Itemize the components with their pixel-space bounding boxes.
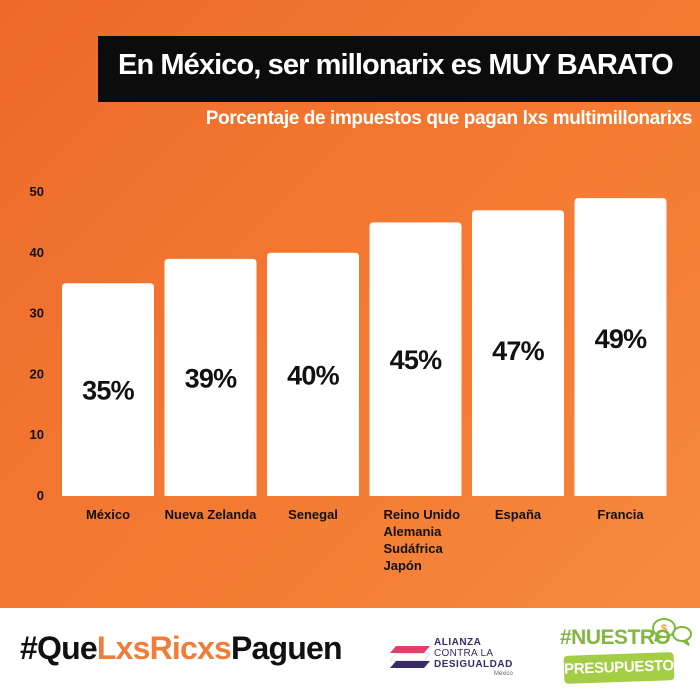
- y-tick-label-50: 50: [30, 184, 44, 199]
- nuestro-label: #NUESTRO: [560, 626, 671, 649]
- alianza-logo[interactable]: ALIANZA CONTRA LA DESIGUALDAD México: [390, 638, 530, 686]
- alianza-name-line3: DESIGUALDAD: [434, 659, 513, 670]
- x-category-label-2: Senegal: [288, 507, 338, 522]
- bar-value-label-0: 35%: [82, 376, 134, 406]
- title-banner: En México, ser millonarix es MUY BARATO: [98, 36, 700, 102]
- x-category-label-3-3: Japón: [384, 558, 422, 573]
- presupuesto-label: PRESUPUESTO: [563, 657, 675, 678]
- hashtag-part-paguen: Paguen: [230, 630, 343, 666]
- bar-value-label-5: 49%: [595, 324, 647, 354]
- y-tick-label-10: 10: [30, 427, 44, 442]
- bar-0: [62, 283, 154, 496]
- y-tick-label-20: 20: [30, 366, 44, 381]
- svg-text:$: $: [661, 623, 667, 635]
- bar-1: [164, 258, 257, 496]
- presupuesto-badge: PRESUPUESTO: [563, 652, 675, 684]
- alianza-stripes-icon: [390, 646, 430, 668]
- alianza-name-line2: CONTRA LA: [434, 648, 494, 659]
- bar-value-label-2: 40%: [287, 360, 339, 390]
- x-category-label-5: Francia: [597, 507, 644, 522]
- speech-bubbles-icon: $: [652, 618, 692, 646]
- chart-subtitle: Porcentaje de impuestos que pagan lxs mu…: [205, 108, 693, 129]
- hashtag-part-que: #Que: [20, 630, 98, 666]
- y-tick-label-0: 0: [37, 488, 44, 503]
- campaign-hashtag[interactable]: #QueLxsRicxsPaguen: [20, 630, 343, 667]
- alianza-name-line1: ALIANZA: [434, 637, 482, 648]
- bar-chart: 0 10 20 30 40 50 35% México 39% Nueva Zelanda 40% S…: [29, 184, 667, 573]
- y-tick-label-30: 30: [30, 306, 44, 321]
- x-category-label-3-0: Reino Unido: [384, 507, 461, 522]
- bar-2: [267, 252, 359, 496]
- x-category-label-0: México: [86, 507, 130, 522]
- x-category-label-3-1: Alemania: [384, 524, 443, 539]
- bar-value-label-1: 39%: [185, 363, 237, 393]
- x-category-label-4: España: [495, 507, 542, 522]
- alianza-name-line4: México: [493, 671, 513, 677]
- footer: #QueLxsRicxsPaguen ALIANZA CONTRA LA DES…: [0, 608, 700, 700]
- bar-5: [574, 198, 667, 496]
- nuestro-presupuesto-logo[interactable]: $ #NUESTRO PRESUPUESTO: [560, 618, 692, 694]
- bar-value-label-3: 45%: [390, 345, 442, 375]
- bar-value-label-4: 47%: [492, 336, 544, 366]
- x-category-label-1: Nueva Zelanda: [165, 507, 258, 522]
- hashtag-part-lxsricxs: LxsRicxs: [96, 630, 232, 666]
- bar-3: [369, 222, 462, 496]
- poster-area: En México, ser millonarix es MUY BARATO …: [0, 0, 700, 608]
- x-category-label-3-2: Sudáfrica: [384, 541, 444, 556]
- bar-4: [472, 210, 564, 497]
- y-tick-label-40: 40: [30, 245, 44, 260]
- chart-title: En México, ser millonarix es MUY BARATO: [118, 49, 674, 81]
